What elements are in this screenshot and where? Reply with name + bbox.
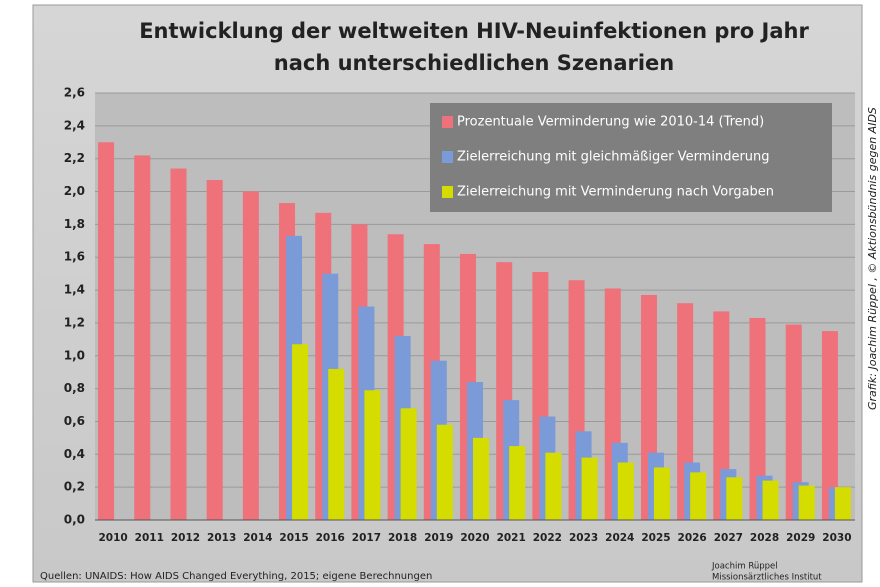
y-tick-label: 0,4 [64, 447, 85, 461]
x-tick-label: 2022 [533, 532, 562, 544]
bar [798, 485, 815, 520]
bar [785, 324, 802, 520]
bar [364, 390, 381, 520]
bar [292, 344, 309, 520]
legend-label: Zielerreichung mit gleichmäßiger Vermind… [457, 150, 770, 165]
x-tick-label: 2017 [352, 532, 381, 544]
y-tick-label: 1,6 [64, 250, 85, 264]
y-tick-label: 0,6 [64, 414, 85, 428]
x-tick-label: 2021 [497, 532, 526, 544]
y-tick-label: 1,4 [64, 283, 85, 297]
legend-label: Zielerreichung mit Verminderung nach Vor… [457, 185, 774, 200]
y-tick-label: 2,0 [64, 184, 85, 198]
x-tick-label: 2019 [424, 532, 453, 544]
legend-swatch [442, 151, 453, 163]
bar [242, 191, 259, 521]
y-tick-label: 0,8 [64, 381, 85, 395]
x-tick-label: 2027 [714, 532, 743, 544]
x-tick-label: 2010 [98, 532, 127, 544]
bar [834, 487, 851, 520]
x-tick-label: 2023 [569, 532, 598, 544]
y-tick-label: 1,2 [64, 315, 85, 329]
bar [170, 168, 187, 521]
y-tick-label: 2,6 [64, 86, 85, 100]
x-tick-label: 2030 [822, 532, 851, 544]
bar [726, 477, 743, 520]
author-institute: Missionsärztliches Institut [712, 573, 822, 583]
bar [328, 368, 345, 520]
legend-label: Prozentuale Verminderung wie 2010-14 (Tr… [457, 115, 764, 130]
author-name: Joachim Rüppel [711, 562, 778, 572]
legend-box [430, 103, 832, 212]
x-tick-label: 2020 [460, 532, 489, 544]
chart-title: Entwicklung der weltweiten HIV-Neuinfekt… [139, 19, 809, 43]
chart-subtitle: nach unterschiedlichen Szenarien [274, 51, 675, 75]
bar [749, 317, 766, 520]
y-tick-label: 1,0 [64, 348, 85, 362]
legend-swatch [442, 186, 453, 198]
x-tick-label: 2014 [243, 532, 272, 544]
x-tick-label: 2013 [207, 532, 236, 544]
x-tick-label: 2025 [641, 532, 670, 544]
x-tick-label: 2018 [388, 532, 417, 544]
x-tick-label: 2028 [750, 532, 779, 544]
x-tick-label: 2012 [171, 532, 200, 544]
bar [653, 467, 670, 520]
bar [581, 457, 598, 520]
y-tick-label: 2,4 [64, 118, 85, 132]
credit: Grafik: Joachim Rüppel , © Aktionsbündni… [866, 107, 879, 410]
x-tick-label: 2015 [279, 532, 308, 544]
bar [134, 155, 151, 520]
y-tick-label: 0,0 [64, 513, 85, 527]
bar [690, 472, 707, 520]
x-tick-label: 2024 [605, 532, 634, 544]
bar [821, 331, 838, 520]
source-note: Quellen: UNAIDS: How AIDS Changed Everyt… [40, 571, 432, 582]
bar [98, 142, 115, 520]
y-tick-label: 2,2 [64, 151, 85, 165]
x-tick-label: 2016 [316, 532, 345, 544]
x-tick-label: 2029 [786, 532, 815, 544]
bar [436, 424, 453, 520]
bar [617, 462, 634, 520]
bar [473, 437, 489, 520]
y-tick-label: 0,2 [64, 480, 85, 494]
bar [400, 408, 417, 520]
x-tick-label: 2026 [678, 532, 707, 544]
bar [545, 452, 562, 520]
x-tick-label: 2011 [135, 532, 164, 544]
y-tick-label: 1,8 [64, 217, 85, 231]
bar [762, 480, 779, 520]
legend-swatch [442, 116, 453, 128]
bar [206, 180, 223, 521]
bar [713, 311, 730, 520]
bar [509, 446, 526, 520]
